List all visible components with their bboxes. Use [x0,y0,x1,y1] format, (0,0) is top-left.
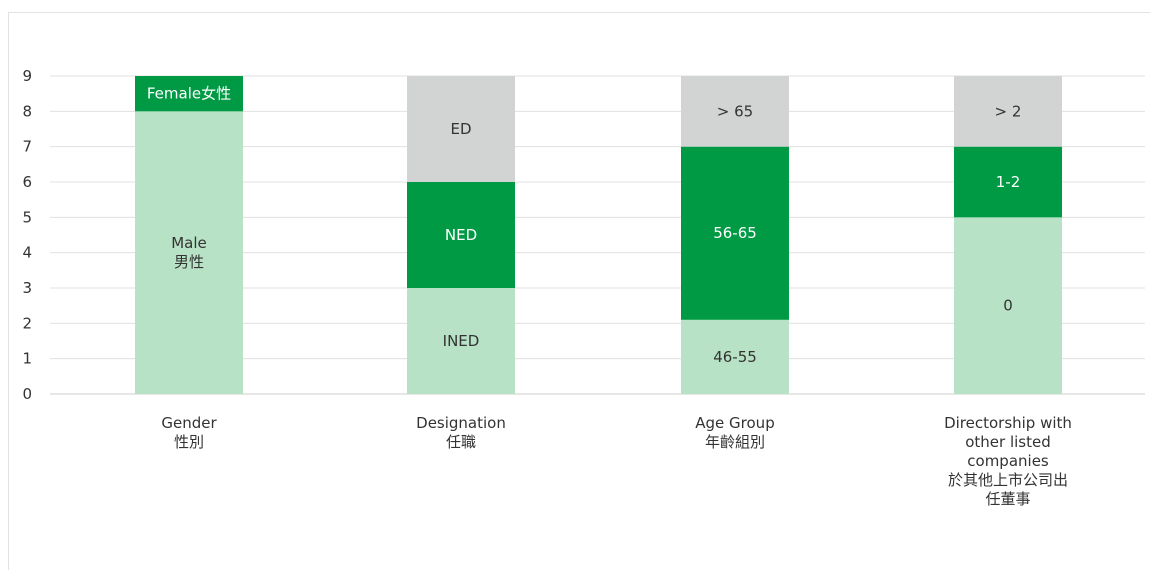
bar-segment-label: 46-55 [713,348,757,366]
bar-segment [407,182,515,288]
bar-segment-label: > 65 [717,102,753,120]
bar-segment [681,319,789,394]
bar-segment [954,76,1062,147]
category-label: 任董事 [985,490,1030,508]
bar-segment [681,146,789,320]
bar-segment [135,76,243,112]
category-label: companies [967,452,1049,470]
bar-segment-label: 0 [1003,297,1013,315]
category-label: 於其他上市公司出 [948,471,1068,489]
y-tick-label: 5 [22,208,32,226]
y-tick-label: 6 [22,173,32,191]
bar-segment [954,146,1062,218]
chart-frame [8,12,1150,570]
y-tick-label: 7 [22,138,32,156]
y-tick-label: 1 [22,350,32,368]
category-label: 性別 [174,433,204,451]
bar-segment [681,76,789,147]
bar-segment-label: 男性 [174,253,204,271]
y-tick-label: 4 [22,244,32,262]
y-tick-label: 0 [22,385,32,403]
category-label: 任職 [446,433,476,451]
category-label: Gender [161,414,217,432]
bar-segment-label: Female女性 [147,85,231,103]
bar-segment-label: Male [171,234,207,252]
bar-segment [954,217,1062,394]
y-tick-label: 3 [22,279,32,297]
y-tick-label: 2 [22,314,32,332]
category-label: Directorship with [944,414,1072,432]
bar-segment-label: INED [443,332,480,350]
y-tick-label: 8 [22,102,32,120]
category-label: Age Group [695,414,774,432]
bar-segment-label: 56-65 [713,224,757,242]
bar-segment [407,76,515,182]
y-tick-label: 9 [22,67,32,85]
bar-segment-label: > 2 [995,102,1022,120]
bar-segment-label: NED [445,226,477,244]
category-label: Designation [416,414,506,432]
bar-segment [135,111,243,394]
bar-segment-label: 1-2 [996,173,1021,191]
bar-segment-label: ED [450,120,471,138]
category-label: 年齡組別 [705,433,765,451]
bar-segment [407,288,515,394]
category-label: other listed [965,433,1051,451]
